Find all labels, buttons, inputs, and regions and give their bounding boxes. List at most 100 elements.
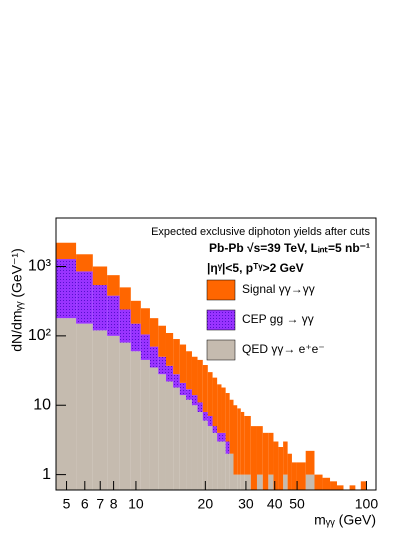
histogram-bar: [233, 474, 238, 490]
histogram-bar: [197, 411, 203, 490]
histogram-bar: [56, 242, 77, 260]
y-tick-label: 10³: [28, 258, 52, 275]
legend-label: Signal γγ→γγ: [242, 282, 315, 296]
histogram-bar: [197, 359, 203, 403]
histogram-bar: [191, 395, 198, 406]
x-tick-label: 5: [63, 496, 71, 512]
histogram-bar: [92, 285, 108, 331]
histogram-bar: [225, 453, 230, 490]
histogram-bar: [233, 405, 238, 475]
histogram-bar: [56, 318, 77, 490]
histogram-bar: [149, 367, 159, 490]
histogram-bar: [76, 271, 93, 324]
histogram-bar: [278, 447, 284, 490]
annotation: Pb-Pb √s=39 TeV, Lᵢₙₜ=5 nb⁻¹: [209, 241, 370, 255]
histogram-bar: [287, 453, 292, 490]
histogram-bar: [165, 381, 174, 490]
histogram-bar: [240, 474, 245, 490]
annotation: |ηᵞ|<5, pᵀᵞ>2 GeV: [207, 261, 304, 275]
histogram-bar: [212, 377, 218, 427]
histogram-bar: [158, 356, 166, 375]
histogram-bar: [330, 481, 337, 490]
histogram-bar: [165, 332, 174, 366]
histogram-bar: [186, 351, 192, 390]
histogram-bar: [107, 335, 120, 490]
histogram-bar: [322, 477, 331, 490]
plot-frame: [55, 217, 377, 491]
x-tick-label: 30: [238, 496, 254, 512]
histogram-bar: [217, 441, 222, 490]
histogram-bar: [256, 426, 263, 475]
histogram-bar: [186, 389, 192, 400]
histogram-bar: [212, 432, 218, 490]
histogram-bar: [202, 365, 208, 412]
histogram-bar: [107, 295, 120, 336]
histogram-bar: [237, 474, 241, 490]
histogram-bar: [179, 395, 187, 490]
histogram-bar: [119, 287, 131, 310]
histogram-bar: [217, 384, 222, 433]
histogram-bar: [237, 408, 241, 475]
histogram-bar: [296, 462, 306, 490]
histogram-bar: [221, 432, 226, 442]
histogram-bar: [207, 415, 213, 427]
histogram-bar: [140, 359, 150, 490]
legend-swatch: [206, 309, 236, 331]
histogram-bar: [119, 309, 131, 343]
histogram-bar: [349, 485, 356, 490]
histogram-bar: [221, 387, 226, 433]
histogram-bar: [207, 372, 213, 416]
histogram-bar: [207, 426, 213, 490]
histogram-bar: [336, 485, 344, 490]
histogram-bar: [229, 399, 234, 454]
histogram-bar: [221, 441, 226, 490]
histogram-bar: [130, 300, 141, 324]
histogram-bar: [158, 374, 166, 490]
histogram-bar: [173, 374, 180, 388]
x-axis-label: mᵧᵧ (GeV): [314, 512, 376, 528]
x-tick-label: 20: [198, 496, 214, 512]
histogram-bar: [149, 318, 159, 347]
histogram-bar: [76, 323, 93, 490]
histogram-bar: [179, 382, 187, 396]
x-tick-label: 7: [96, 496, 104, 512]
histogram-bar: [107, 275, 120, 296]
y-tick-label: 10²: [28, 327, 52, 344]
histogram-bar: [268, 474, 274, 490]
histogram-bar: [283, 441, 288, 475]
y-axis-label: dN/dmᵧᵧ (GeV⁻¹): [9, 248, 25, 352]
histogram-bar: [56, 259, 77, 319]
histogram-bar: [197, 402, 203, 412]
histogram-bar: [212, 426, 218, 433]
y-tick-label: 1: [42, 466, 51, 483]
histogram-bar: [256, 474, 263, 490]
histogram-bar: [186, 399, 192, 490]
histogram-bar: [229, 453, 234, 490]
histogram-bar: [225, 441, 230, 454]
histogram-bar: [314, 474, 323, 490]
histogram-bar: [179, 344, 187, 383]
histogram-bar: [149, 346, 159, 368]
x-tick-label: 50: [289, 496, 305, 512]
x-tick-label: 100: [355, 496, 379, 512]
histogram-bar: [250, 426, 257, 490]
histogram-bar: [202, 420, 208, 490]
histogram-bar: [140, 308, 150, 335]
y-tick-label: 10: [33, 396, 51, 413]
histogram-bar: [119, 342, 131, 490]
histogram-bar: [305, 474, 315, 490]
histogram-bar: [283, 474, 288, 490]
histogram-bar: [291, 462, 297, 490]
histogram-bar: [158, 325, 166, 357]
histogram-bar: [360, 481, 366, 490]
histogram-bar: [268, 432, 274, 475]
x-tick-label: 8: [110, 496, 118, 512]
legend-label: QED γγ→ e⁺e⁻: [242, 342, 325, 356]
histogram-bar: [191, 356, 198, 396]
histogram-bar: [130, 351, 141, 490]
histogram-bar: [130, 323, 141, 352]
histogram-bar: [262, 432, 269, 490]
legend-label: CEP gg → γγ: [242, 312, 314, 326]
histogram-bar: [202, 411, 208, 421]
